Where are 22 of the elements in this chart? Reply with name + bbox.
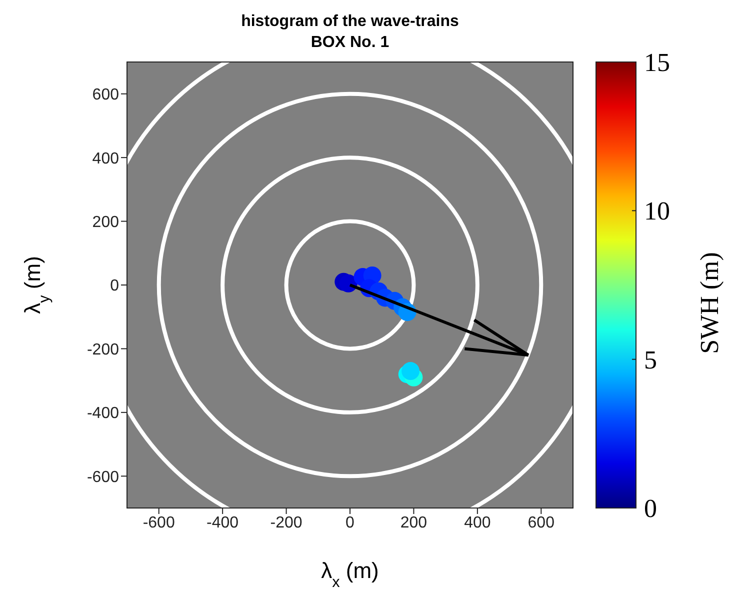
y-tick-label: 0 xyxy=(110,278,120,295)
y-tick-label: 400 xyxy=(92,150,120,168)
x-tick-label: -400 xyxy=(206,514,239,532)
point xyxy=(402,362,420,380)
color-bar-label: 5 xyxy=(644,345,657,374)
x-axis-title: λ$_{x}$ (m) xyxy=(321,558,379,590)
color-bar-label: 15 xyxy=(644,48,670,77)
x-tick-label: 600 xyxy=(528,514,555,532)
y-tick-label: 200 xyxy=(92,214,120,231)
color-bar-label: 10 xyxy=(644,196,670,226)
y-tick-label: 600 xyxy=(92,86,120,104)
x-tick-label: 0 xyxy=(346,514,355,532)
color-bar-title: SWH (m) xyxy=(695,252,724,354)
chart-title: histogram of the wave-trains xyxy=(241,13,460,30)
y-tick-label: -400 xyxy=(86,405,120,422)
x-tick-label: 200 xyxy=(400,514,428,532)
chart-subtitle: BOX No. 1 xyxy=(310,34,390,51)
x-tick-label: -200 xyxy=(270,514,302,532)
y-tick-label: -600 xyxy=(86,468,120,486)
x-tick-label: 400 xyxy=(464,514,491,532)
y-tick-label: -200 xyxy=(86,341,120,358)
x-tick-label: -600 xyxy=(142,514,175,532)
